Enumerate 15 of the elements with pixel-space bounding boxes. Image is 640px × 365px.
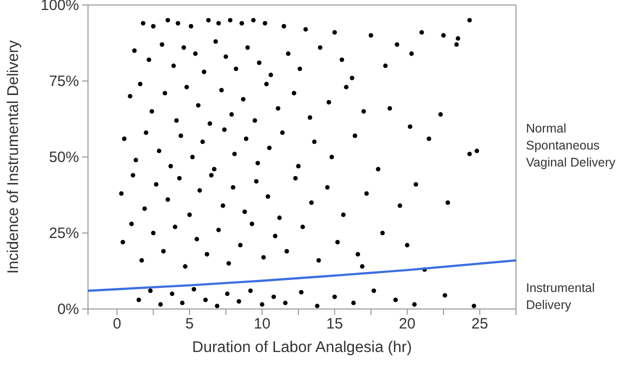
x-axis-title: Duration of Labor Analgesia (hr) xyxy=(192,339,412,356)
text: Instrumental Delivery xyxy=(526,280,595,312)
x-tick-label: 15 xyxy=(326,316,343,333)
y-tick-label: 50% xyxy=(48,148,79,166)
x-tick-label: 20 xyxy=(398,316,416,333)
x-tick-label: 25 xyxy=(471,316,488,333)
y-tick-label: 75% xyxy=(48,72,79,90)
x-tick-label: 10 xyxy=(254,316,270,333)
y-axis-title: Incidence of Instrumental Delivery xyxy=(5,40,22,274)
x-tick-label: 0 xyxy=(112,316,122,333)
y-tick-label: 0% xyxy=(57,300,79,318)
y-tick-label: 25% xyxy=(48,224,79,242)
text: Normal Spontaneous Vaginal Delivery xyxy=(526,121,616,170)
line-series xyxy=(86,259,518,292)
x-tick-label: 5 xyxy=(185,316,194,333)
